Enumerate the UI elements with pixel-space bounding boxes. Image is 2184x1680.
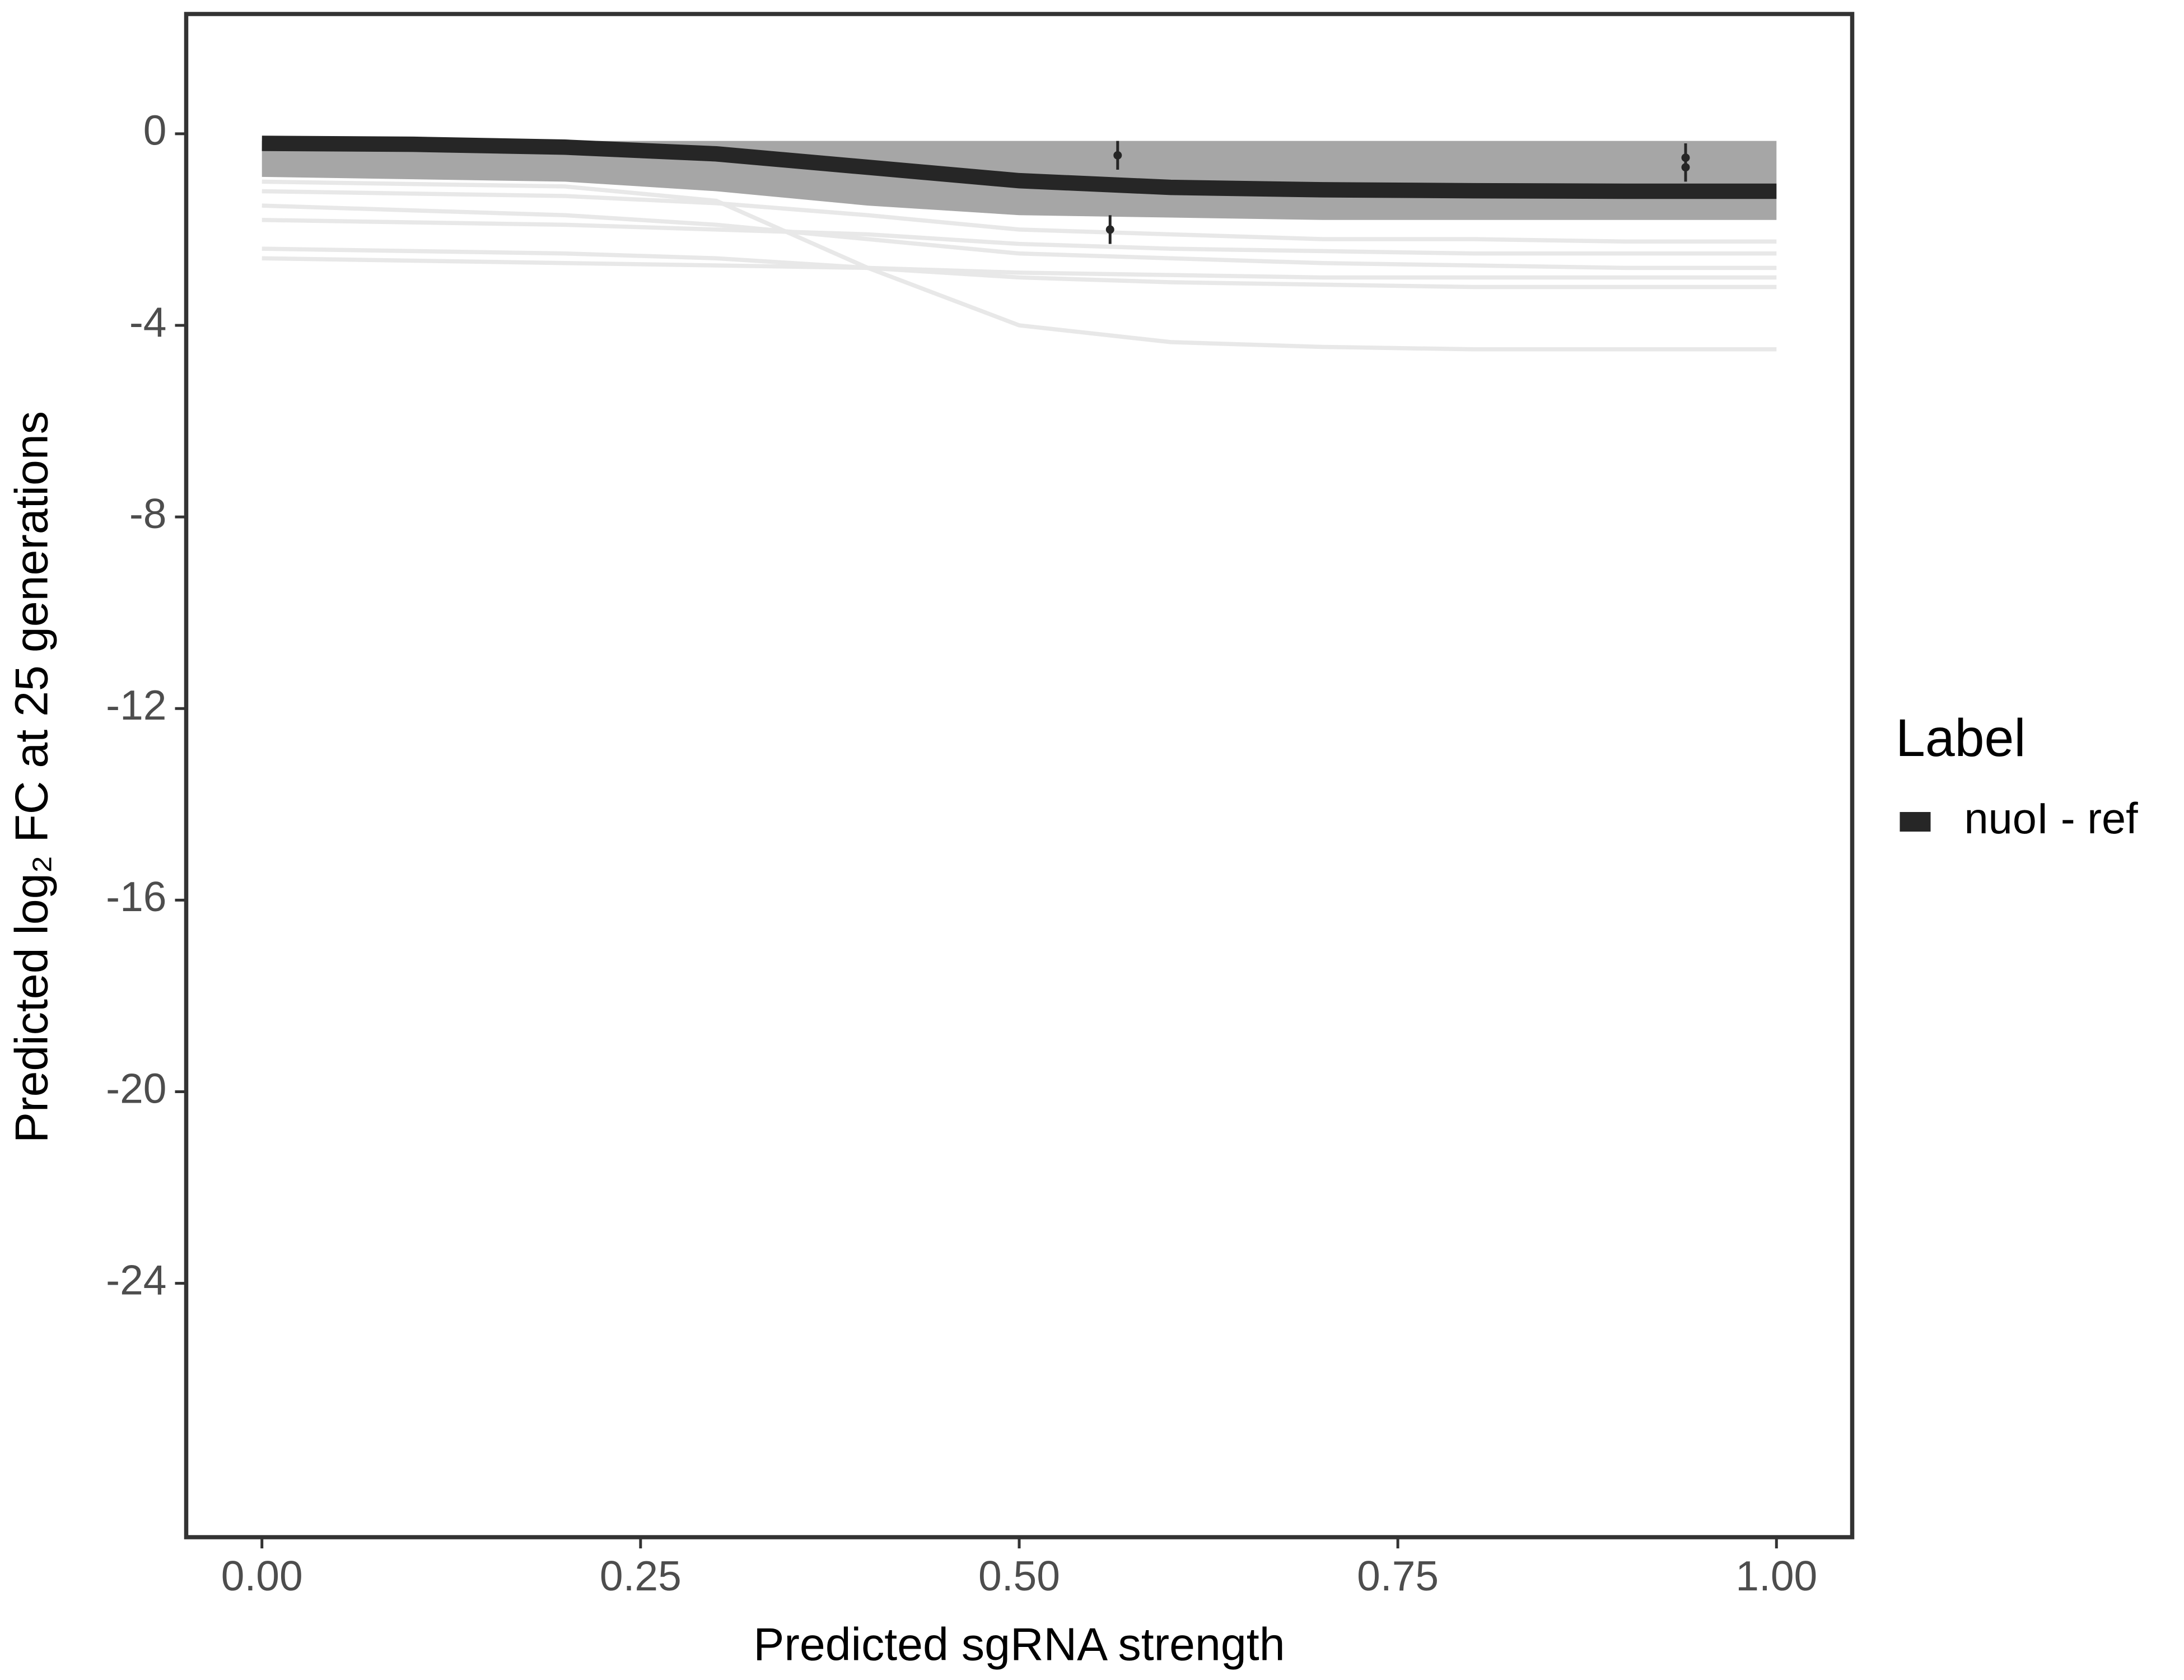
posterior-draw bbox=[262, 203, 1777, 270]
x-tick-label: 0.50 bbox=[978, 1552, 1060, 1599]
fit-line bbox=[262, 136, 1777, 199]
y-tick-label: 0 bbox=[143, 107, 167, 154]
data-point bbox=[1105, 225, 1114, 234]
y-tick-label: -24 bbox=[106, 1256, 166, 1303]
data-point bbox=[1113, 151, 1122, 160]
posterior-draw bbox=[262, 179, 1777, 352]
data-point bbox=[1681, 163, 1690, 172]
y-axis-title: Predicted log₂ FC at 25 generations bbox=[6, 411, 57, 1143]
panel-border bbox=[184, 12, 1855, 1539]
legend-label: nuoI - ref bbox=[1964, 795, 2139, 843]
legend-title: Label bbox=[1896, 708, 2026, 768]
y-tick-label: -4 bbox=[129, 298, 167, 346]
x-tick-label: 0.25 bbox=[600, 1552, 682, 1599]
posterior-draw bbox=[262, 256, 1777, 280]
x-tick-label: 1.00 bbox=[1735, 1552, 1817, 1599]
y-tick-label: -20 bbox=[106, 1065, 166, 1112]
y-tick-label: -8 bbox=[129, 490, 167, 537]
x-tick-label: 0.75 bbox=[1357, 1552, 1439, 1599]
y-tick-label: -16 bbox=[106, 873, 166, 920]
posterior-draw bbox=[262, 189, 1777, 244]
x-tick-label: 0.00 bbox=[221, 1552, 303, 1599]
y-tick-label: -12 bbox=[106, 682, 166, 729]
posterior-draw bbox=[262, 218, 1777, 256]
posterior-draw bbox=[262, 246, 1777, 290]
legend-key bbox=[1900, 812, 1931, 832]
x-axis-title: Predicted sgRNA strength bbox=[753, 1618, 1285, 1670]
